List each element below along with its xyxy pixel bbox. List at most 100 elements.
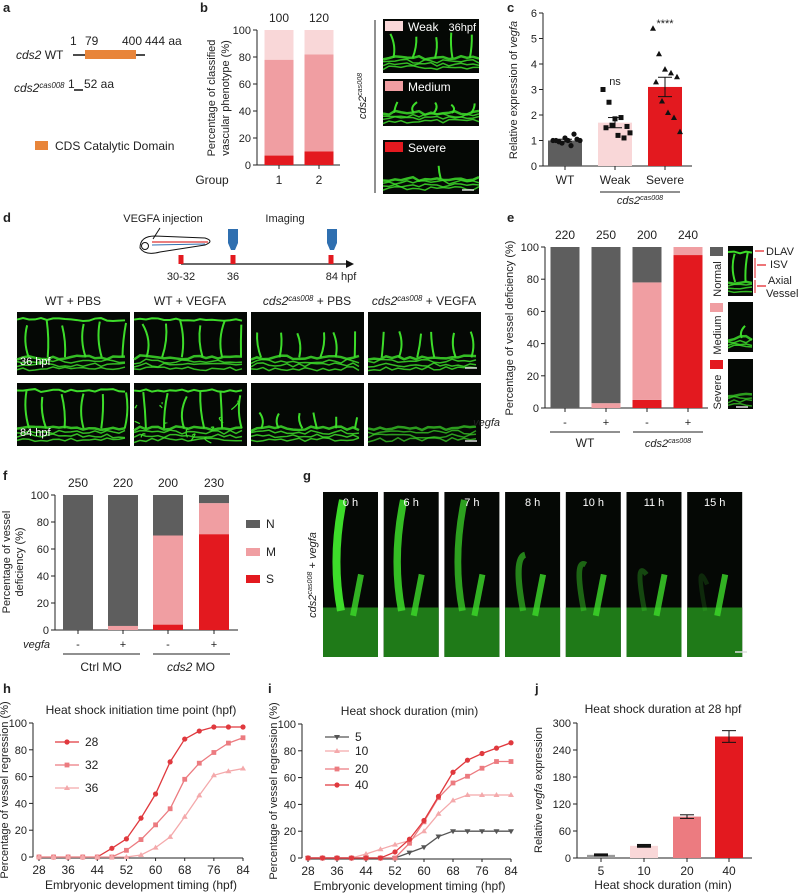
- gene-name: cds2: [263, 294, 289, 308]
- isv-vessel: [319, 332, 326, 358]
- timelapse-image: 8 h: [505, 492, 561, 657]
- label-suffix: + PBS: [313, 294, 351, 308]
- chart-i-data-point-40: [421, 817, 427, 824]
- chart-c-point: [621, 135, 627, 141]
- regressing-isv: [454, 499, 468, 612]
- legend-image-normal: [727, 246, 753, 296]
- chart-i-data-point-10: [464, 792, 471, 798]
- isv-vessel: [411, 101, 418, 114]
- timeline-marker: [328, 255, 334, 264]
- isv-vessel: [389, 33, 396, 59]
- isv-vessel: [123, 392, 129, 429]
- isv-vessel: [353, 417, 359, 429]
- ylabel-text: expression: [533, 727, 545, 783]
- axial-vessel: [133, 429, 243, 435]
- chart-i-data-point-40: [464, 757, 471, 763]
- mutant-position-label: 1: [68, 77, 75, 91]
- chart-c-y-tick-label: 5: [531, 34, 537, 46]
- chart-i-legend-label-20: 20: [355, 762, 369, 776]
- legend-swatch-domain: [35, 141, 48, 150]
- chart-f-y-tick-label: 0: [43, 625, 49, 637]
- chart-i-legend-marker-5: [334, 735, 340, 740]
- vessel-image-row1: [133, 312, 247, 375]
- vessel-image-row1: [367, 312, 481, 375]
- chart-c-point: [565, 137, 571, 144]
- chart-h-x-tick-label: 84: [236, 863, 250, 877]
- timelapse-image: 11 h: [626, 492, 682, 657]
- gene-name: vegfa: [307, 532, 319, 559]
- axial-vessel: [727, 286, 753, 290]
- chart-f-bar-s: [153, 624, 183, 630]
- isv-vessel: [198, 325, 204, 358]
- chart-c-x-tick-label: Severe: [646, 173, 684, 187]
- chart-c-point: [650, 25, 656, 31]
- wt-position-label: 444 aa: [145, 34, 182, 48]
- label-suffix: + VEGFA: [422, 294, 476, 308]
- chart-h-data-point-32: [124, 847, 129, 853]
- chart-b-bar-medium: [264, 59, 294, 156]
- isv-vessel: [393, 101, 399, 113]
- chart-h-data-point-32: [138, 837, 144, 842]
- panel-label-h: h: [3, 681, 11, 696]
- chart-c-y-tick-label: 2: [531, 110, 537, 122]
- chart-f-bar-m: [108, 625, 138, 630]
- chart-e-y-tick-label: 0: [533, 403, 539, 415]
- neighbor-isv: [350, 573, 364, 617]
- allele-superscript: cas008: [640, 194, 663, 202]
- chart-f-y-tick-label: 20: [37, 598, 49, 610]
- chart-c-point: [662, 66, 668, 72]
- timeline-marker: [230, 255, 236, 264]
- chart-h-data-point-28: [225, 724, 232, 730]
- vessel-image-row2: [16, 383, 130, 446]
- chart-b-n-label: 120: [309, 11, 329, 25]
- sprouting-vessel: [218, 416, 224, 424]
- timeline-marker: [178, 255, 184, 264]
- chart-b-y-tick-label: 100: [233, 25, 251, 37]
- isv-vessel: [180, 395, 188, 429]
- legend-label-domain: CDS Catalytic Domain: [55, 139, 174, 153]
- chart-h-series-line-36: [39, 767, 244, 858]
- legend-label-m: M: [266, 545, 276, 559]
- chart-i-data-point-40: [508, 740, 514, 746]
- axial-vessel: [367, 429, 477, 435]
- timelapse-image: 0 h: [323, 492, 378, 657]
- chart-c-y-tick-label: 1: [531, 136, 537, 148]
- isv-vessel: [468, 34, 473, 59]
- axial-vessel: [727, 283, 753, 287]
- chart-i-data-point-40: [348, 855, 355, 861]
- chart-b-bar-severe: [264, 155, 294, 165]
- chart-b-bar-weak: [264, 30, 294, 60]
- annotation-vessel: Vessel: [766, 288, 798, 300]
- sprouting-vessel: [230, 400, 239, 411]
- axial-vessel: [382, 109, 480, 117]
- chart-h-data-point-36: [225, 768, 232, 774]
- axial-vessel: [367, 362, 477, 368]
- axial-vessel: [367, 436, 477, 443]
- axial-vessel: [382, 118, 480, 125]
- chart-c-bar-wt: [548, 140, 582, 166]
- isv-vessel: [469, 331, 475, 358]
- isv-vessel: [434, 36, 438, 59]
- chart-h-x-tick-label: 28: [32, 863, 46, 877]
- legend-swatch-m: [246, 548, 260, 556]
- axial-vessel: [367, 365, 477, 372]
- isv-vessel: [397, 331, 403, 358]
- chart-h-data-point-28: [167, 759, 173, 765]
- legend-swatch-severe: [710, 360, 723, 369]
- phenotype-swatch: [385, 81, 403, 91]
- chart-f-bar-n: [63, 495, 93, 630]
- axial-vessel: [687, 607, 743, 657]
- isv-vessel: [100, 394, 105, 429]
- chart-h-title: Heat shock initiation time point (hpf): [46, 703, 237, 717]
- chart-c-point: [677, 128, 683, 135]
- chart-e-y-tick-label: 80: [527, 274, 539, 286]
- allele-superscript: cas008: [397, 294, 423, 303]
- chart-f-bar-n: [153, 495, 183, 536]
- chart-i-data-point-40: [392, 849, 398, 855]
- chart-c-point: [600, 87, 606, 92]
- axial-vessel: [727, 395, 753, 400]
- axial-vessel: [16, 358, 126, 364]
- chart-h-data-point-36: [50, 854, 57, 859]
- timeline-label: 84 hpf: [326, 271, 358, 283]
- regressing-isv: [698, 573, 710, 612]
